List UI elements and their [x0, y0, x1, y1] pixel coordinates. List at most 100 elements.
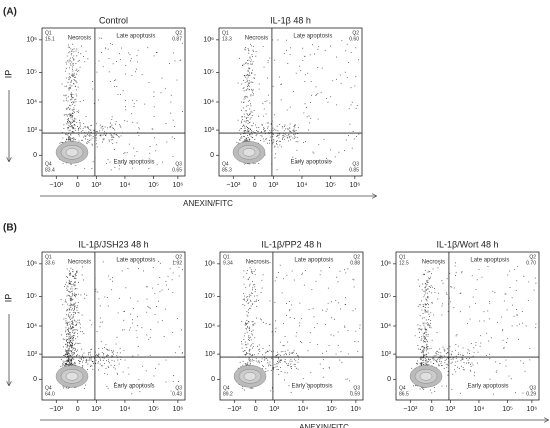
event-dot	[68, 363, 70, 365]
event-dot	[90, 359, 92, 361]
event-dot	[248, 85, 250, 87]
event-dot	[338, 151, 340, 153]
event-dot	[67, 286, 69, 288]
event-dot	[112, 63, 114, 65]
event-dot	[87, 58, 89, 60]
event-dot	[72, 131, 74, 133]
event-dot	[81, 357, 82, 359]
event-dot	[106, 355, 107, 357]
event-dot	[304, 81, 306, 82]
event-dot	[272, 127, 274, 129]
event-dot	[74, 344, 75, 346]
event-dot	[71, 286, 73, 288]
event-dot	[254, 139, 256, 140]
event-dot	[98, 99, 99, 101]
event-dot	[68, 283, 70, 285]
event-dot	[67, 118, 69, 120]
event-dot	[74, 331, 76, 333]
event-dot	[84, 131, 86, 133]
event-dot	[170, 94, 172, 96]
event-dot	[70, 123, 72, 124]
event-dot	[68, 348, 70, 349]
event-dot	[277, 130, 279, 132]
event-dot	[74, 99, 76, 101]
event-dot	[336, 78, 337, 80]
event-dot	[66, 109, 68, 110]
event-dot	[71, 351, 72, 352]
event-dot	[77, 336, 79, 338]
event-dot	[113, 350, 114, 352]
event-dot	[71, 73, 73, 75]
event-dot	[96, 71, 98, 73]
event-dot	[245, 47, 246, 48]
event-dot	[73, 316, 74, 318]
event-dot	[70, 363, 72, 365]
event-dot	[71, 121, 73, 123]
event-dot	[73, 277, 75, 279]
event-dot	[68, 349, 70, 351]
event-dot	[69, 317, 71, 319]
event-dot	[74, 324, 76, 326]
event-dot	[243, 80, 245, 81]
event-dot	[243, 120, 245, 122]
event-dot	[66, 364, 67, 366]
event-dot	[85, 135, 87, 137]
quadrant-name: Q3	[352, 161, 359, 167]
event-dot	[65, 61, 67, 63]
event-dot	[352, 131, 354, 132]
event-dot	[132, 355, 134, 357]
event-dot	[289, 130, 291, 132]
event-dot	[151, 383, 152, 384]
event-dot	[101, 37, 103, 39]
event-dot	[70, 307, 72, 308]
event-dot	[135, 330, 137, 332]
event-dot	[73, 74, 75, 76]
event-dot	[70, 325, 71, 327]
event-dot	[71, 103, 73, 105]
event-dot	[136, 55, 138, 57]
event-dot	[300, 70, 302, 72]
event-dot	[71, 61, 73, 63]
event-dot	[264, 133, 266, 135]
event-dot	[75, 81, 77, 83]
event-dot	[69, 113, 70, 115]
event-dot	[105, 344, 107, 346]
event-dot	[71, 50, 73, 52]
event-dot	[279, 144, 281, 146]
event-dot	[253, 122, 254, 124]
event-dot	[294, 125, 296, 126]
event-dot	[90, 349, 92, 351]
event-dot	[163, 336, 165, 337]
event-dot	[182, 269, 183, 271]
quadrant-name: Q3	[175, 161, 182, 167]
event-dot	[148, 82, 150, 83]
event-dot	[95, 290, 97, 292]
event-dot	[93, 129, 95, 131]
event-dot	[133, 106, 135, 107]
event-dot	[66, 289, 68, 291]
event-dot	[266, 122, 268, 124]
event-dot	[153, 96, 155, 97]
event-dot	[70, 298, 72, 299]
event-dot	[295, 136, 297, 138]
event-dot	[119, 352, 121, 354]
event-dot	[255, 55, 257, 57]
event-dot	[120, 94, 121, 95]
event-dot	[165, 281, 167, 282]
event-dot	[254, 77, 255, 79]
event-dot	[94, 351, 96, 353]
event-dot	[71, 102, 72, 103]
event-dot	[138, 134, 140, 136]
event-dot	[258, 88, 260, 90]
event-dot	[167, 275, 169, 277]
event-dot	[111, 136, 113, 138]
event-dot	[272, 134, 274, 135]
event-dot	[122, 162, 124, 164]
event-dot	[247, 74, 249, 76]
event-dot	[68, 357, 70, 359]
event-dot	[297, 133, 299, 135]
y-tick-label: 10⁶	[26, 37, 37, 44]
event-dot	[67, 134, 69, 136]
event-dot	[74, 352, 75, 354]
event-dot	[87, 369, 88, 370]
